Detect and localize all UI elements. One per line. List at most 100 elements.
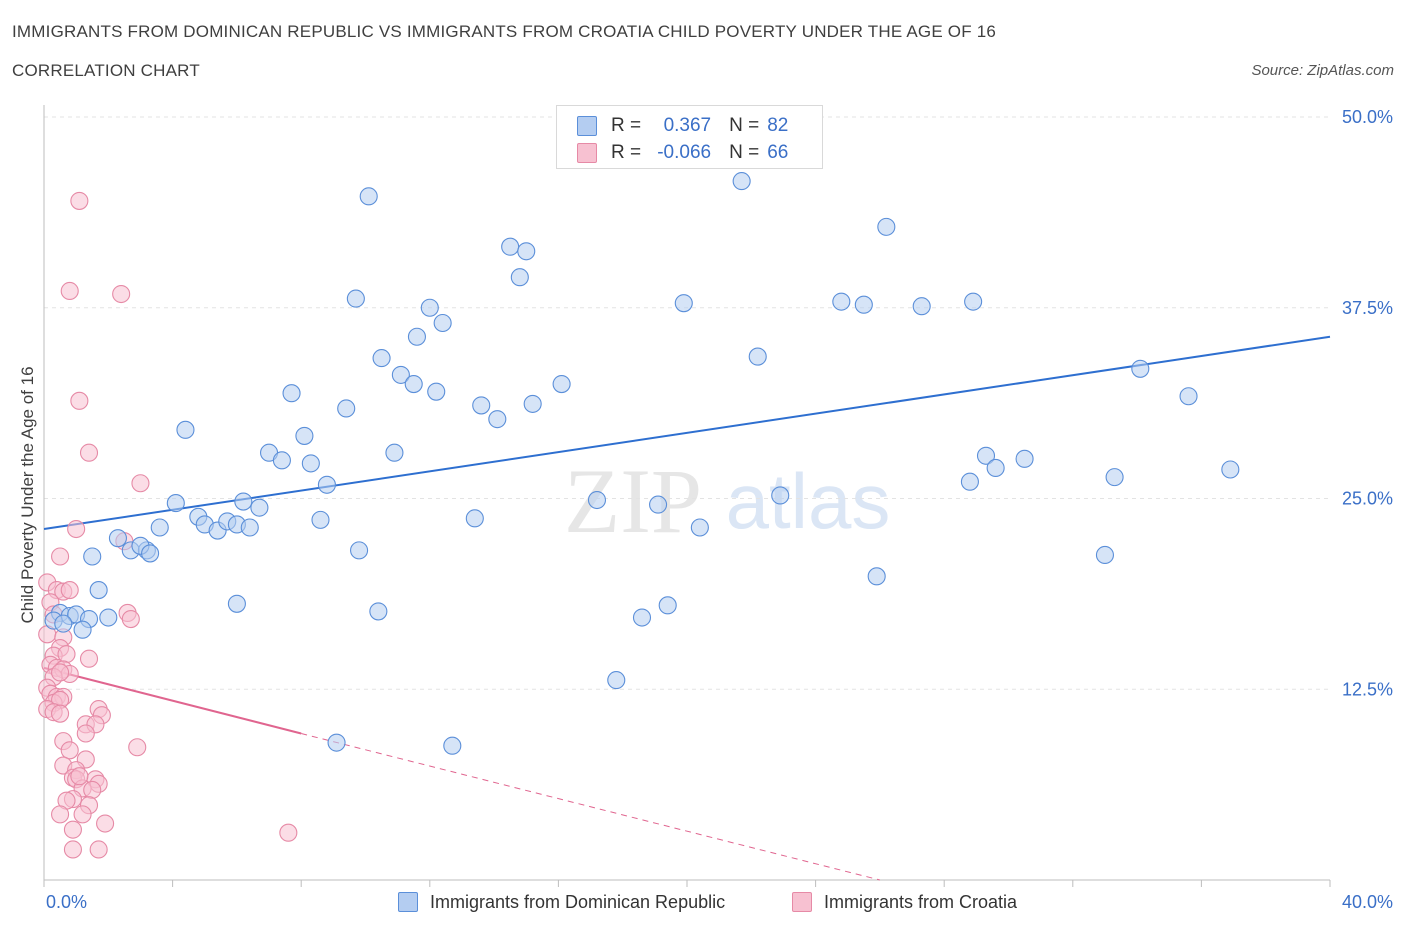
legend-row-croatia: R = -0.066 N = 66 [577, 141, 799, 165]
point-croatia [121, 610, 140, 629]
point-dominican [1221, 460, 1240, 479]
x-tick-label-min: 0.0% [46, 892, 87, 912]
point-dominican [427, 382, 446, 401]
trend-lines [43, 335, 1331, 881]
point-dominican [240, 518, 259, 537]
point-dominican [732, 172, 751, 191]
point-dominican [510, 268, 529, 287]
point-croatia [96, 814, 115, 833]
point-croatia [73, 805, 92, 824]
point-croatia [70, 391, 89, 410]
point-croatia [131, 474, 150, 493]
point-croatia [112, 284, 131, 304]
point-dominican [632, 608, 652, 627]
point-dominican [854, 295, 873, 314]
point-croatia [70, 767, 89, 786]
point-dominican [690, 518, 709, 537]
point-dominican [658, 596, 677, 615]
point-dominican [443, 736, 462, 755]
point-croatia [51, 663, 70, 682]
trend-line-croatia [43, 666, 302, 735]
n-label: N = [729, 142, 760, 163]
point-dominican [391, 365, 410, 384]
point-croatia [51, 704, 70, 723]
watermark-atlas: atlas [726, 457, 891, 545]
point-dominican [404, 374, 423, 394]
point-dominican [141, 544, 160, 563]
point-dominican [385, 443, 404, 462]
point-dominican [407, 327, 426, 346]
point-dominican [674, 294, 693, 313]
point-dominican [1131, 359, 1150, 378]
point-croatia [89, 840, 108, 859]
bottom-legend-swatch-croatia [792, 892, 812, 912]
point-dominican [912, 297, 931, 316]
point-dominican [607, 671, 626, 690]
point-dominican [748, 347, 767, 366]
tick-labels: 12.5% 25.0% 37.5% 50.0% 0.0% 40.0% [46, 107, 1393, 912]
point-dominican [465, 509, 484, 528]
point-dominican [1179, 387, 1198, 406]
point-croatia [60, 281, 79, 301]
point-dominican [649, 495, 668, 514]
point-dominican [150, 518, 169, 537]
point-dominican [176, 420, 195, 439]
legend-swatch-croatia [577, 143, 597, 163]
point-dominican [964, 292, 983, 311]
point-dominican [369, 602, 388, 621]
point-dominican [227, 594, 246, 613]
trend-line-croatia-extension [301, 733, 881, 881]
point-dominican [771, 486, 790, 505]
y-tick-label: 12.5% [1342, 679, 1393, 699]
bottom-legend-croatia: Immigrants from Croatia [792, 890, 1017, 914]
point-croatia [83, 780, 102, 800]
point-dominican [986, 458, 1005, 478]
y-tick-label: 37.5% [1342, 298, 1393, 318]
source-label: Source: ZipAtlas.com [1251, 62, 1394, 79]
legend-swatch-dominican [577, 116, 597, 136]
point-dominican [1095, 545, 1114, 565]
chart-subtitle: CORRELATION CHART [12, 61, 200, 80]
y-tick-label: 50.0% [1342, 107, 1393, 127]
point-croatia [79, 443, 99, 462]
point-dominican [587, 490, 607, 510]
point-dominican [301, 454, 320, 473]
point-croatia [67, 519, 86, 539]
point-dominican [552, 374, 571, 394]
point-croatia [51, 547, 70, 566]
n-value-croatia: 66 [767, 142, 789, 163]
point-croatia [70, 191, 89, 210]
point-dominican [877, 217, 896, 236]
point-dominican [272, 451, 291, 470]
point-dominican [73, 620, 92, 639]
r-label: R = [611, 142, 642, 163]
point-dominican [960, 472, 979, 491]
point-croatia [60, 581, 79, 600]
point-croatia [63, 820, 82, 839]
y-tick-label: 25.0% [1342, 489, 1393, 509]
point-dominican [832, 292, 851, 311]
point-dominican [472, 396, 491, 415]
n-label: N = [729, 115, 760, 136]
point-dominican [350, 541, 369, 560]
point-dominican [54, 614, 73, 633]
point-croatia [51, 805, 70, 824]
point-dominican [1015, 449, 1034, 468]
point-croatia [76, 724, 95, 743]
data-points [38, 172, 1240, 859]
bottom-legend-label-croatia: Immigrants from Croatia [824, 891, 1018, 912]
trend-line-dominican [43, 335, 1331, 531]
point-dominican [488, 410, 507, 429]
point-dominican [250, 498, 269, 517]
point-croatia [279, 823, 298, 842]
point-dominican [420, 298, 439, 317]
point-dominican [359, 187, 378, 206]
point-croatia [79, 649, 99, 668]
watermark-zip: ZIP [564, 450, 702, 552]
stats-legend: R = 0.367 N = 82 R = -0.066 N = 66 [556, 105, 823, 169]
n-value-dominican: 82 [767, 115, 789, 136]
chart-title: IMMIGRANTS FROM DOMINICAN REPUBLIC VS IM… [12, 22, 997, 41]
point-dominican [166, 494, 185, 513]
point-dominican [523, 394, 542, 413]
